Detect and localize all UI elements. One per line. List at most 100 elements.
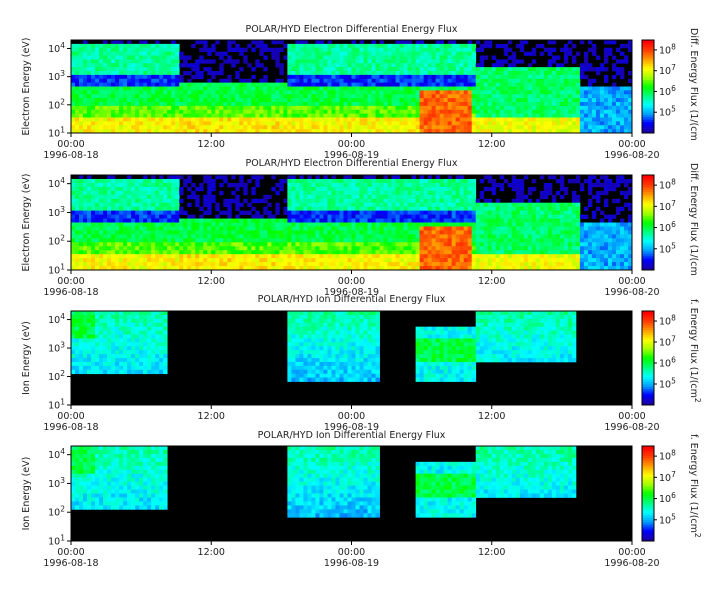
spectrogram-cell: [383, 246, 388, 251]
spectrogram-cell: [403, 262, 408, 267]
spectrogram-cell: [303, 250, 308, 255]
spectrogram-cell: [159, 129, 164, 134]
spectrogram-cell: [627, 86, 633, 91]
spectrogram-cell: [71, 59, 76, 64]
spectrogram-cell: [99, 102, 104, 107]
spectrogram-cell: [391, 222, 396, 227]
spectrogram-cell: [263, 105, 268, 111]
spectrogram-cell: [423, 102, 429, 107]
spectrogram-cell: [215, 98, 220, 103]
spectrogram-cell: [423, 182, 429, 188]
spectrogram-cell: [167, 90, 172, 95]
spectrogram-cell: [527, 82, 533, 87]
spectrogram-cell: [487, 78, 493, 84]
spectrogram-cell: [443, 47, 449, 53]
spectrogram-cell: [215, 86, 220, 91]
spectrogram-cell: [355, 210, 360, 215]
spectrogram-cell: [347, 175, 352, 180]
spectrogram-cell: [331, 234, 336, 239]
spectrogram-cell: [283, 117, 288, 122]
spectrogram-cell: [379, 102, 384, 107]
spectrogram-cell: [287, 67, 292, 72]
spectrogram-cell: [219, 63, 224, 68]
spectrogram-cell: [295, 71, 300, 76]
spectrogram-cell: [427, 178, 433, 184]
spectrogram-cell: [339, 178, 344, 184]
spectrogram-cell: [95, 129, 100, 134]
colorbar-segment: [642, 102, 654, 106]
spectrogram-cell: [319, 210, 324, 215]
spectrogram-cell: [399, 86, 404, 91]
spectrogram-cell: [303, 98, 308, 103]
spectrogram-cell: [379, 47, 384, 53]
spectrogram-cell: [227, 230, 232, 235]
spectrogram-cell: [615, 125, 621, 130]
spectrogram-cell: [523, 117, 529, 122]
spectrogram-cell: [539, 67, 545, 72]
spectrogram-cell: [419, 105, 425, 111]
spectrogram-cell: [355, 266, 360, 271]
spectrogram-cell: [579, 86, 585, 91]
colorbar-tick-label: 106: [659, 84, 676, 98]
spectrogram-cell: [171, 117, 176, 122]
spectrogram-cell: [319, 129, 324, 134]
spectrogram-cell: [123, 59, 128, 64]
spectrogram-cell: [351, 186, 356, 192]
spectrogram-cell: [451, 71, 457, 76]
spectrogram-cell: [203, 109, 208, 115]
spectrogram-cell: [115, 262, 120, 267]
spectrogram-cell: [483, 43, 489, 49]
spectrogram-cell: [139, 182, 144, 188]
spectrogram-cell: [155, 222, 160, 227]
spectrogram-cell: [151, 105, 156, 111]
spectrogram-cell: [515, 90, 521, 95]
spectrogram-cell: [591, 94, 597, 99]
spectrogram-cell: [315, 210, 320, 215]
spectrogram-cell: [107, 129, 112, 134]
spectrogram-cell: [335, 47, 340, 53]
spectrogram-cell: [299, 186, 304, 192]
spectrogram-cell: [87, 238, 92, 243]
spectrogram-cell: [135, 121, 140, 126]
spectrogram-cell: [491, 117, 497, 122]
spectrogram-cell: [99, 238, 104, 243]
spectrogram-cell: [559, 94, 565, 99]
spectrogram-cell: [127, 51, 132, 56]
spectrogram-cell: [239, 125, 244, 130]
spectrogram-cell: [407, 238, 413, 243]
spectrogram-cell: [363, 98, 368, 103]
spectrogram-cell: [403, 186, 408, 192]
spectrogram-cell: [135, 78, 140, 84]
spectrogram-cell: [359, 74, 364, 80]
spectrogram-cell: [403, 51, 408, 56]
spectrogram-cell: [111, 47, 116, 53]
spectrogram-cell: [151, 71, 156, 76]
spectrogram-cell: [271, 254, 276, 259]
spectrogram-cell: [255, 262, 260, 267]
spectrogram-cell: [95, 105, 100, 111]
spectrogram-cell: [431, 182, 437, 188]
spectrogram-cell: [287, 86, 292, 91]
spectrogram-cell: [111, 40, 116, 45]
spectrogram-cell: [315, 59, 320, 64]
spectrogram-cell: [407, 82, 413, 87]
spectrogram-cell: [143, 182, 148, 188]
spectrogram-cell: [439, 51, 445, 56]
spectrogram-cell: [571, 67, 577, 72]
spectrogram-cell: [395, 94, 400, 99]
spectrogram-cell: [83, 67, 88, 72]
spectrogram-cell: [503, 82, 509, 87]
spectrogram-cell: [303, 63, 308, 68]
spectrogram-cell: [551, 82, 557, 87]
spectrogram-cell: [75, 71, 80, 76]
spectrogram-cell: [79, 242, 84, 247]
spectrogram-cell: [71, 206, 76, 212]
spectrogram-cell: [207, 94, 212, 99]
spectrogram-cell: [527, 113, 533, 118]
spectrogram-cell: [567, 82, 573, 87]
spectrogram-cell: [339, 63, 344, 68]
spectrogram-cell: [303, 40, 308, 45]
spectrogram-cell: [307, 246, 312, 251]
spectrogram-cell: [119, 218, 124, 223]
spectrogram-cell: [571, 71, 577, 76]
